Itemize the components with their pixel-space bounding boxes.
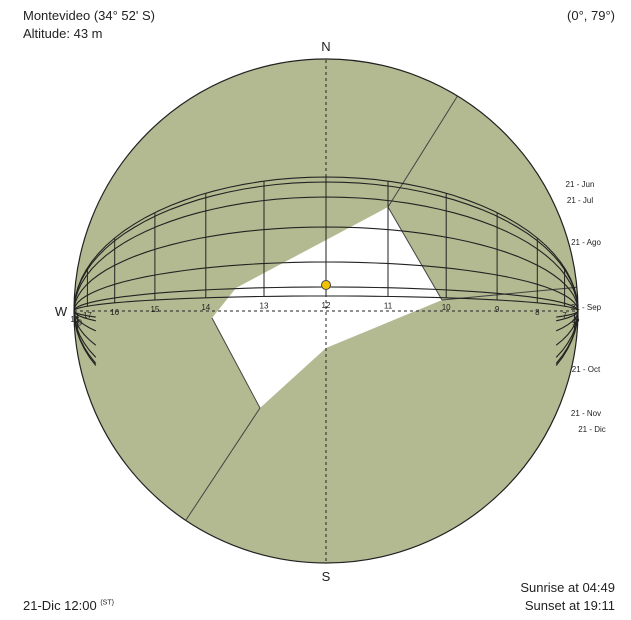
- hour-label-6: 6: [575, 315, 580, 324]
- hour-label-8: 8: [535, 308, 540, 317]
- month-label-21-sep: 21 - Sep: [571, 303, 602, 312]
- horizon-circle: [73, 58, 579, 564]
- obstruction-edge: [211, 317, 261, 409]
- west-label: W: [55, 304, 68, 319]
- month-label-21-nov: 21 - Nov: [571, 409, 601, 418]
- current-date-time: 21-Dic 12:00 (ST): [23, 598, 114, 613]
- month-label-21-oct: 21 - Oct: [572, 365, 601, 374]
- obstruction-edge: [387, 206, 443, 301]
- hour-label-18: 18: [70, 315, 79, 324]
- location-title: Montevideo (34° 52' S): [23, 8, 155, 23]
- north-label: N: [321, 39, 330, 54]
- sun-marker: [321, 280, 331, 290]
- time-standard-label: (ST): [100, 599, 114, 607]
- hour-label-13: 13: [260, 302, 269, 311]
- obstruction-edge: [441, 286, 578, 301]
- sunset-label: Sunset at 19:11: [524, 598, 615, 613]
- sky-window: [212, 207, 442, 408]
- hour-label-11: 11: [384, 302, 393, 311]
- month-label-21-dic: 21 - Dic: [578, 425, 606, 434]
- hour-label-17: 17: [83, 311, 92, 320]
- month-label-21-jul: 21 - Jul: [567, 196, 593, 205]
- hour-label-5: 5: [572, 319, 577, 328]
- hour-label-15: 15: [150, 305, 159, 314]
- month-label-21-jun: 21 - Jun: [566, 180, 595, 189]
- hour-label-7: 7: [562, 311, 567, 320]
- hour-label-14: 14: [201, 303, 210, 312]
- altitude-label: Altitude: 43 m: [23, 26, 103, 41]
- hour-label-10: 10: [442, 303, 451, 312]
- sunrise-label: Sunrise at 04:49: [520, 580, 615, 595]
- date-time-text: 21-Dic 12:00: [23, 598, 97, 613]
- obstruction-edge: [185, 407, 261, 521]
- hour-label-19: 19: [73, 319, 82, 328]
- hour-label-9: 9: [495, 305, 500, 314]
- hour-label-16: 16: [110, 308, 119, 317]
- orientation-label: (0°, 79°): [567, 8, 615, 23]
- hour-label-12: 12: [322, 301, 331, 310]
- south-label: S: [322, 569, 331, 584]
- month-label-21-ago: 21 - Ago: [571, 238, 601, 247]
